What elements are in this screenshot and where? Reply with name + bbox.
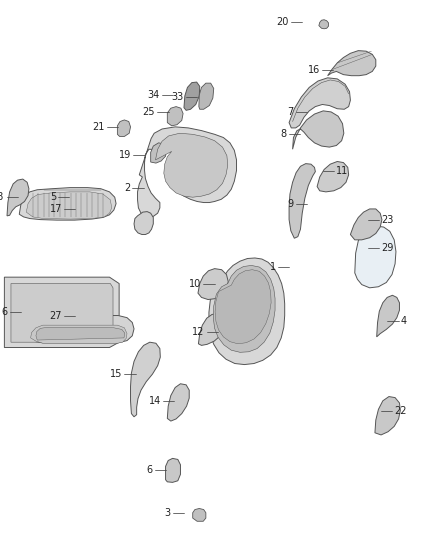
Polygon shape [4, 277, 119, 348]
Polygon shape [31, 325, 127, 343]
Polygon shape [184, 82, 200, 110]
Text: 18: 18 [0, 192, 4, 202]
Polygon shape [215, 270, 271, 344]
Polygon shape [319, 20, 328, 29]
Text: 5: 5 [50, 192, 56, 202]
Polygon shape [36, 327, 125, 340]
Polygon shape [199, 83, 214, 109]
Polygon shape [377, 295, 399, 337]
Polygon shape [24, 316, 134, 343]
Polygon shape [213, 265, 275, 352]
Polygon shape [209, 258, 285, 365]
Text: 19: 19 [119, 150, 131, 159]
Polygon shape [289, 164, 315, 238]
Text: 27: 27 [49, 311, 62, 320]
Text: 8: 8 [281, 130, 287, 139]
Text: 17: 17 [50, 204, 62, 214]
Polygon shape [350, 209, 382, 240]
Polygon shape [328, 51, 376, 76]
Polygon shape [11, 284, 113, 342]
Text: 21: 21 [92, 122, 105, 132]
Text: 1: 1 [270, 262, 276, 271]
Polygon shape [167, 384, 189, 421]
Polygon shape [375, 397, 400, 435]
Polygon shape [155, 133, 228, 197]
Polygon shape [193, 508, 206, 521]
Text: 14: 14 [148, 396, 161, 406]
Polygon shape [138, 127, 237, 217]
Text: 22: 22 [395, 407, 407, 416]
Text: 10: 10 [189, 279, 201, 288]
Text: 15: 15 [110, 369, 122, 379]
Text: 25: 25 [142, 107, 155, 117]
Text: 6: 6 [147, 465, 153, 475]
Polygon shape [355, 226, 396, 288]
Text: 4: 4 [401, 316, 407, 326]
Text: 3: 3 [164, 508, 170, 518]
Text: 23: 23 [381, 215, 393, 224]
Polygon shape [151, 143, 166, 163]
Text: 29: 29 [381, 243, 393, 253]
Polygon shape [117, 120, 131, 136]
Text: 7: 7 [287, 107, 293, 117]
Polygon shape [131, 342, 160, 417]
Text: 16: 16 [307, 66, 320, 75]
Polygon shape [134, 212, 153, 235]
Text: 34: 34 [148, 90, 160, 100]
Text: 2: 2 [124, 183, 130, 192]
Polygon shape [293, 111, 344, 149]
Polygon shape [317, 161, 349, 192]
Polygon shape [198, 269, 228, 300]
Text: 12: 12 [192, 327, 205, 336]
Polygon shape [26, 192, 112, 219]
Polygon shape [166, 458, 180, 482]
Text: 20: 20 [277, 18, 289, 27]
Polygon shape [167, 107, 183, 126]
Polygon shape [7, 179, 29, 216]
Polygon shape [198, 313, 225, 345]
Text: 9: 9 [287, 199, 293, 208]
Text: 33: 33 [172, 92, 184, 102]
Polygon shape [19, 188, 116, 220]
Text: 6: 6 [1, 307, 7, 317]
Text: 11: 11 [336, 166, 349, 175]
Polygon shape [289, 78, 350, 128]
